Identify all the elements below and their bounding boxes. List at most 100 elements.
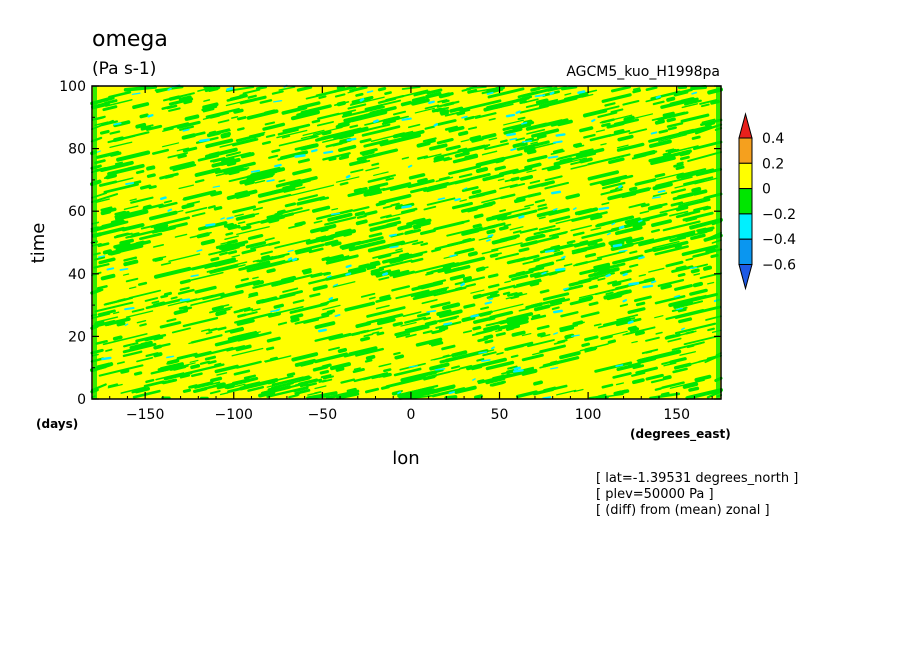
field-streak	[319, 330, 325, 331]
field-streak	[235, 110, 242, 112]
field-streak	[624, 274, 627, 275]
field-streak	[313, 121, 319, 122]
field-streak	[238, 128, 243, 129]
field-streak	[615, 392, 621, 393]
field-streak	[372, 164, 378, 165]
field-streak	[161, 198, 165, 199]
field-streak	[677, 167, 683, 169]
field-streak	[223, 135, 229, 136]
field-streak	[242, 279, 248, 281]
field-streak	[512, 326, 518, 327]
field-streak	[484, 135, 495, 138]
field-streak	[592, 217, 601, 219]
field-streak	[538, 100, 547, 102]
field-streak	[592, 120, 594, 121]
field-streak	[383, 274, 386, 275]
field-streak	[406, 231, 412, 233]
field-streak	[675, 164, 683, 166]
field-streak	[166, 176, 172, 177]
field-streak	[597, 224, 604, 226]
x-tick-label: 50	[491, 407, 509, 423]
field-streak	[682, 328, 684, 329]
field-streak	[575, 144, 581, 145]
field-streak	[574, 208, 576, 209]
field-streak	[275, 165, 281, 166]
field-streak	[533, 316, 539, 317]
field-streak	[458, 113, 464, 114]
field-streak	[656, 389, 661, 390]
field-streak	[212, 259, 218, 260]
field-streak	[137, 171, 143, 172]
field-streak	[629, 322, 632, 323]
colorbar-label: −0.4	[762, 232, 796, 248]
field-streak	[168, 210, 171, 211]
field-streak	[596, 244, 604, 246]
field-streak	[142, 186, 150, 188]
field-streak	[444, 323, 451, 324]
field-streak	[347, 266, 351, 267]
field-streak	[497, 333, 504, 335]
field-streak	[634, 380, 643, 382]
field-streak	[543, 397, 550, 398]
field-streak	[184, 390, 189, 391]
field-streak	[562, 257, 565, 258]
field-streak	[403, 103, 411, 105]
field-streak	[115, 138, 122, 140]
field-streak	[378, 333, 383, 334]
field-streak	[488, 93, 493, 94]
field-streak	[212, 193, 220, 195]
field-streak	[377, 203, 384, 205]
field-streak	[581, 242, 587, 244]
field-streak	[549, 167, 559, 169]
field-streak	[656, 175, 664, 177]
field-streak	[149, 175, 155, 176]
field-streak	[447, 94, 452, 95]
field-streak	[586, 254, 594, 256]
field-streak	[450, 255, 456, 256]
field-streak	[496, 167, 504, 169]
field-streak	[254, 136, 260, 137]
field-streak	[517, 112, 520, 113]
field-streak	[386, 93, 391, 94]
field-streak	[357, 94, 363, 95]
field-streak	[554, 311, 562, 312]
field-streak	[553, 308, 559, 310]
field-streak	[348, 139, 356, 140]
y-tick-label: 60	[68, 204, 86, 220]
field-streak	[136, 373, 141, 374]
field-streak	[439, 198, 445, 199]
field-streak	[614, 283, 620, 285]
field-streak	[625, 120, 631, 122]
field-streak	[620, 227, 623, 228]
field-streak	[395, 134, 404, 136]
field-streak	[340, 157, 347, 159]
field-streak	[478, 269, 483, 270]
field-streak	[235, 310, 243, 312]
field-streak	[478, 380, 483, 381]
field-streak	[276, 310, 279, 311]
field-streak	[579, 92, 585, 93]
field-streak	[296, 155, 305, 156]
chart-title: omega	[92, 27, 168, 52]
field-streak	[292, 315, 302, 317]
field-streak	[340, 350, 346, 351]
field-streak	[464, 240, 471, 242]
field-streak	[568, 241, 574, 243]
field-streak	[246, 182, 253, 184]
field-streak	[155, 346, 160, 347]
field-streak	[337, 124, 348, 127]
field-streak	[289, 258, 291, 259]
field-streak	[473, 191, 479, 193]
field-streak	[228, 88, 232, 89]
field-streak	[695, 284, 701, 286]
field-streak	[252, 171, 259, 172]
field-streak	[226, 233, 232, 234]
field-streak	[390, 235, 396, 236]
field-streak	[643, 286, 652, 287]
field-streak	[690, 388, 697, 390]
field-streak	[345, 234, 351, 236]
field-streak	[249, 96, 256, 98]
field-streak	[692, 87, 705, 88]
field-streak	[681, 157, 688, 159]
field-streak	[486, 302, 492, 303]
